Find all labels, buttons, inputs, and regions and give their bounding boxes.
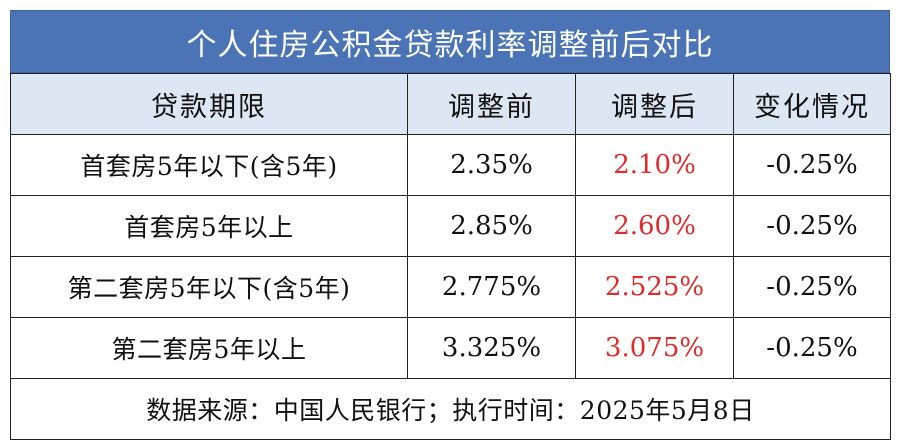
table-title: 个人住房公积金贷款利率调整前后对比 bbox=[10, 10, 890, 73]
before-cell: 2.35% bbox=[407, 134, 576, 196]
change-cell: -0.25% bbox=[733, 256, 891, 318]
header-after: 调整后 bbox=[575, 73, 734, 135]
table-row: 第二套房5年以上 3.325% 3.075% -0.25% bbox=[10, 317, 891, 379]
header-before: 调整前 bbox=[407, 73, 576, 135]
table-row: 首套房5年以下(含5年) 2.35% 2.10% -0.25% bbox=[10, 134, 891, 196]
rate-comparison-table: 贷款期限 调整前 调整后 变化情况 首套房5年以下(含5年) 2.35% 2.1… bbox=[10, 73, 891, 440]
table-row: 第二套房5年以下(含5年) 2.775% 2.525% -0.25% bbox=[10, 256, 891, 318]
after-cell: 2.10% bbox=[575, 134, 734, 196]
period-cell: 首套房5年以上 bbox=[10, 195, 408, 257]
before-cell: 2.85% bbox=[407, 195, 576, 257]
after-cell: 3.075% bbox=[575, 317, 734, 379]
header-period: 贷款期限 bbox=[10, 73, 408, 135]
change-cell: -0.25% bbox=[733, 134, 891, 196]
after-cell: 2.525% bbox=[575, 256, 734, 318]
period-cell: 第二套房5年以上 bbox=[10, 317, 408, 379]
header-change: 变化情况 bbox=[733, 73, 891, 135]
before-cell: 2.775% bbox=[407, 256, 576, 318]
change-cell: -0.25% bbox=[733, 195, 891, 257]
source-note: 数据来源：中国人民银行；执行时间：2025年5月8日 bbox=[10, 378, 891, 440]
after-cell: 2.60% bbox=[575, 195, 734, 257]
change-cell: -0.25% bbox=[733, 317, 891, 379]
period-cell: 首套房5年以下(含5年) bbox=[10, 134, 408, 196]
table-row: 首套房5年以上 2.85% 2.60% -0.25% bbox=[10, 195, 891, 257]
footer-row: 数据来源：中国人民银行；执行时间：2025年5月8日 bbox=[10, 378, 891, 440]
period-cell: 第二套房5年以下(含5年) bbox=[10, 256, 408, 318]
before-cell: 3.325% bbox=[407, 317, 576, 379]
header-row: 贷款期限 调整前 调整后 变化情况 bbox=[10, 73, 891, 135]
